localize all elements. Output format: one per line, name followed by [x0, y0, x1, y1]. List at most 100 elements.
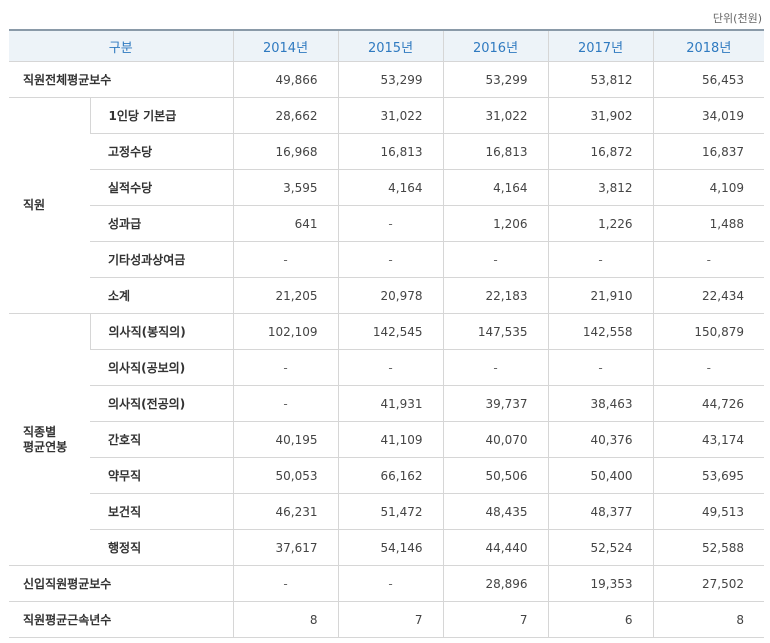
- value-cell: 28,662: [232, 97, 339, 134]
- value-cell: 22,434: [652, 277, 765, 314]
- value-cell: 52,524: [547, 529, 654, 566]
- value-cell: 7: [337, 601, 444, 638]
- value-cell: 49,513: [652, 493, 765, 530]
- value-cell: 51,472: [337, 493, 444, 530]
- value-cell: 16,813: [337, 133, 444, 170]
- value-cell: 46,231: [232, 493, 339, 530]
- value-cell: 41,109: [337, 421, 444, 458]
- table-row: 실적수당 3,595 4,164 4,164 3,812 4,109: [9, 169, 765, 206]
- value-cell: 1,226: [547, 205, 654, 242]
- table-row: 의사직(공보의) - - - - -: [9, 349, 765, 386]
- row-label: 행정직: [90, 529, 234, 566]
- salary-table: 구분 2014년 2015년 2016년 2017년 2018년 직원전체평균보…: [9, 29, 765, 638]
- group-label-line: 평균연봉: [23, 439, 68, 454]
- value-cell: 50,053: [232, 457, 339, 494]
- value-cell: -: [442, 241, 549, 278]
- value-cell: 16,968: [232, 133, 339, 170]
- row-label: 의사직(전공의): [90, 385, 234, 422]
- group-label: 직원: [9, 97, 90, 314]
- table-row: 직종별 평균연봉 의사직(봉직의) 102,109 142,545 147,535 142,…: [9, 313, 765, 566]
- header-year: 2016년: [442, 29, 549, 62]
- row-label: 고정수당: [90, 133, 234, 170]
- value-cell: 44,440: [442, 529, 549, 566]
- value-cell: 34,019: [652, 97, 765, 134]
- value-cell: -: [337, 205, 444, 242]
- value-cell: 19,353: [547, 565, 654, 602]
- value-cell: 147,535: [442, 313, 549, 350]
- value-cell: 53,299: [442, 61, 549, 98]
- value-cell: 43,174: [652, 421, 765, 458]
- row-label: 성과급: [90, 205, 234, 242]
- value-cell: 41,931: [337, 385, 444, 422]
- value-cell: 50,506: [442, 457, 549, 494]
- value-cell: 50,400: [547, 457, 654, 494]
- value-cell: 31,022: [337, 97, 444, 134]
- value-cell: 66,162: [337, 457, 444, 494]
- value-cell: 27,502: [652, 565, 765, 602]
- value-cell: 52,588: [652, 529, 765, 566]
- value-cell: 38,463: [547, 385, 654, 422]
- value-cell: 21,205: [232, 277, 339, 314]
- header-row: 구분 2014년 2015년 2016년 2017년 2018년: [9, 29, 765, 62]
- row-label: 의사직(봉직의): [89, 313, 234, 350]
- value-cell: 102,109: [232, 313, 339, 350]
- value-cell: 16,837: [652, 133, 765, 170]
- header-year: 2018년: [652, 29, 765, 62]
- value-cell: 39,737: [442, 385, 549, 422]
- table-row: 의사직(전공의) -41,931 39,737 38,463 44,726: [9, 385, 765, 422]
- table-row: 직원전체평균보수 49,866 53,299 53,299 53,812 56,453: [9, 61, 765, 98]
- value-cell: -: [337, 241, 444, 278]
- header-year: 2017년: [547, 29, 654, 62]
- table-row: 신입직원평균보수 - -28,896 19,353 27,502: [9, 565, 765, 602]
- value-cell: 40,195: [232, 421, 339, 458]
- row-label: 실적수당: [90, 169, 234, 206]
- row-label: 직원전체평균보수: [9, 61, 234, 98]
- value-cell: 142,558: [547, 313, 654, 350]
- value-cell: 641: [232, 205, 339, 242]
- row-label: 기타성과상여금: [90, 241, 234, 278]
- table-row: 약무직 50,053 66,162 50,506 50,400 53,695: [9, 457, 765, 494]
- value-cell: 48,435: [442, 493, 549, 530]
- value-cell: 3,812: [547, 169, 654, 206]
- row-label: 의사직(공보의): [90, 349, 234, 386]
- value-cell: 7: [442, 601, 549, 638]
- value-cell: -: [547, 241, 654, 278]
- row-label: 소계: [90, 277, 234, 314]
- value-cell: 56,453: [652, 61, 765, 98]
- header-category: 구분: [9, 29, 234, 62]
- value-cell: 53,299: [337, 61, 444, 98]
- table-row: 직원 1인당 기본급 28,662 31,022 31,022 31,902 34,019: [9, 97, 765, 314]
- header-year: 2014년: [232, 29, 339, 62]
- value-cell: -: [232, 565, 339, 602]
- table-row: 간호직 40,195 41,109 40,070 40,376 43,174: [9, 421, 765, 458]
- row-label: 보건직: [90, 493, 234, 530]
- value-cell: 53,812: [547, 61, 654, 98]
- value-cell: -: [232, 385, 339, 422]
- value-cell: 20,978: [337, 277, 444, 314]
- value-cell: -: [232, 349, 339, 386]
- value-cell: -: [232, 241, 339, 278]
- group-label-line: 직종별: [23, 424, 57, 439]
- row-label: 신입직원평균보수: [9, 565, 234, 602]
- value-cell: 37,617: [232, 529, 339, 566]
- value-cell: -: [652, 241, 765, 278]
- value-cell: -: [337, 565, 444, 602]
- table-row: 고정수당 16,968 16,813 16,813 16,872 16,837: [9, 133, 765, 170]
- value-cell: 8: [652, 601, 765, 638]
- value-cell: 31,022: [442, 97, 549, 134]
- value-cell: -: [547, 349, 654, 386]
- row-label: 간호직: [90, 421, 234, 458]
- value-cell: 44,726: [652, 385, 765, 422]
- row-label: 약무직: [90, 457, 234, 494]
- row-label: 직원평균근속년수: [9, 601, 234, 638]
- value-cell: 40,376: [547, 421, 654, 458]
- value-cell: 3,595: [232, 169, 339, 206]
- row-label: 1인당 기본급: [89, 97, 234, 134]
- value-cell: -: [442, 349, 549, 386]
- value-cell: 142,545: [337, 313, 444, 350]
- value-cell: 4,109: [652, 169, 765, 206]
- group-label: 직종별 평균연봉: [9, 313, 90, 566]
- value-cell: 6: [547, 601, 654, 638]
- value-cell: 21,910: [547, 277, 654, 314]
- value-cell: -: [337, 349, 444, 386]
